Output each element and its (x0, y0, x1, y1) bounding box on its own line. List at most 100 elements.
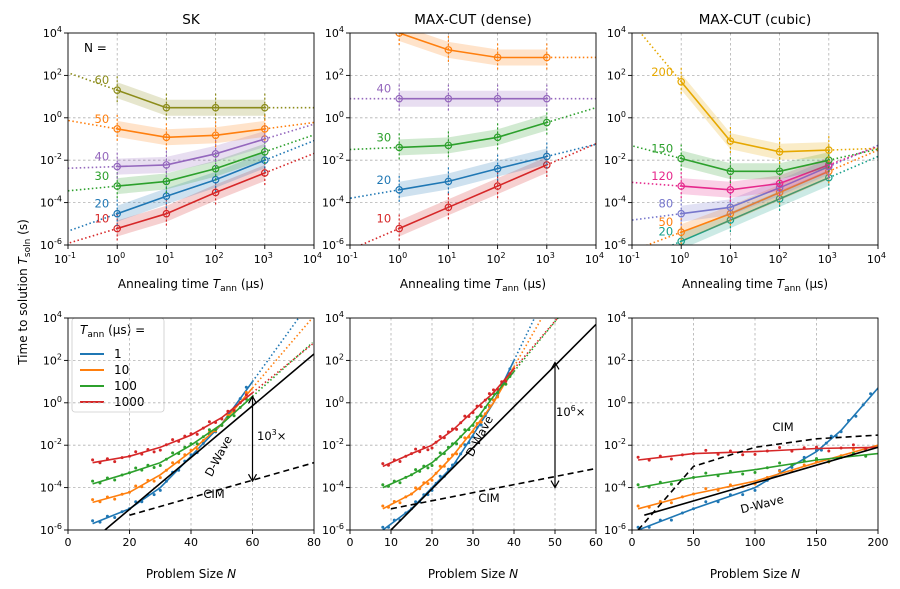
point-t-ann-1 (152, 493, 156, 497)
label-n-50: 50 (95, 112, 110, 126)
factor-arrowhead-bottom (247, 473, 258, 483)
point-t-ann-10 (183, 453, 187, 457)
y-tick-label: 10-6 (604, 522, 626, 537)
point-t-ann-100 (140, 468, 144, 472)
point-t-ann-1000 (658, 454, 662, 458)
point-t-ann-10 (134, 484, 138, 488)
line-d-wave (390, 323, 596, 530)
point-t-ann-10 (802, 463, 806, 467)
point-t-ann-100 (177, 452, 181, 456)
x-tick-label: 80 (307, 536, 321, 549)
point-t-ann-10 (463, 436, 467, 440)
point-t-ann-100 (455, 442, 459, 446)
line-n-200 (680, 81, 829, 153)
point-t-ann-100 (434, 457, 438, 461)
marker-n-60 (211, 103, 220, 112)
point-t-ann-100 (220, 423, 224, 427)
point-t-ann-10 (496, 395, 500, 399)
point-t-ann-10 (105, 495, 109, 499)
point-t-ann-10 (692, 492, 695, 496)
point-t-ann-1000 (207, 420, 211, 424)
point-t-ann-1 (829, 434, 833, 438)
x-tick-label: 103 (818, 251, 837, 266)
extrapolation-n-40 (68, 165, 118, 170)
n-legend-label: N = (84, 41, 107, 55)
y-tick-label: 100 (325, 395, 344, 410)
extrapolation-n-10 (264, 152, 314, 174)
marker-n-20 (677, 237, 685, 245)
extrapolation-n-50 (68, 119, 118, 130)
point-t-ann-100 (446, 445, 450, 449)
point-t-ann-1000 (669, 457, 673, 461)
cim-label-sk: CIM (203, 487, 224, 501)
y-axis-label-sub: soln (23, 239, 33, 257)
point-t-ann-1000 (189, 432, 193, 436)
point-t-ann-100 (475, 415, 479, 419)
marker-n-20 (493, 164, 502, 173)
marker-n-150 (726, 167, 735, 176)
point-t-ann-1000 (426, 448, 430, 452)
bottom-xlabel-dense: Problem Size N (428, 567, 518, 581)
line-n-150 (680, 157, 829, 173)
y-axis-label-main: Time to solution (16, 264, 30, 365)
extrapolation-n-120 (632, 181, 682, 187)
marker-n-200 (775, 147, 784, 156)
point-t-ann-100 (716, 474, 720, 478)
y-tick-label: 104 (607, 310, 626, 325)
point-t-ann-10 (430, 478, 434, 482)
point-t-ann-10 (479, 420, 483, 424)
point-t-ann-1000 (508, 372, 512, 376)
point-t-ann-1 (847, 419, 850, 422)
x-tick-label: 0 (629, 536, 636, 549)
point-t-ann-100 (201, 435, 205, 439)
series-group (381, 318, 596, 530)
y-tick-label: 102 (607, 67, 626, 82)
extrapolation-n-200 (639, 33, 682, 83)
marker-n-40 (395, 94, 404, 103)
point-t-ann-100 (146, 463, 150, 467)
point-t-ann-10 (113, 497, 117, 501)
point-t-ann-10 (728, 483, 732, 487)
marker-n-40 (113, 162, 122, 171)
x-tick-label: 60 (589, 536, 603, 549)
point-t-ann-10 (171, 461, 175, 465)
y-tick-label: 104 (325, 310, 344, 325)
point-t-ann-1000 (98, 461, 102, 465)
point-t-ann-100 (226, 415, 230, 419)
extrapolation-n-30 (68, 185, 118, 192)
point-t-ann-10 (91, 498, 95, 502)
point-t-ann-10 (146, 478, 150, 482)
point-t-ann-1000 (392, 458, 396, 462)
marker-n-40 (162, 161, 171, 169)
y-tick-label: 10-2 (322, 152, 344, 167)
point-t-ann-10 (475, 422, 479, 425)
marker-n-40 (444, 94, 453, 103)
x-tick-label: 150 (806, 536, 827, 549)
marker-n-40 (211, 150, 220, 158)
point-t-ann-100 (658, 480, 662, 484)
line-t-ann-1000 (638, 446, 878, 461)
x-tick-label: 100 (388, 251, 407, 266)
label-n-120: 120 (651, 169, 673, 183)
point-t-ann-100 (704, 471, 708, 475)
point-t-ann-1 (414, 500, 418, 504)
point-t-ann-1000 (177, 439, 181, 443)
point-t-ann-1 (716, 500, 720, 504)
point-t-ann-1 (824, 441, 828, 445)
point-t-ann-1000 (851, 443, 855, 447)
point-t-ann-10 (636, 504, 640, 508)
band-n-60 (117, 82, 265, 116)
point-t-ann-1 (463, 443, 467, 447)
point-t-ann-10 (201, 439, 205, 442)
x-tick-label: 10 (384, 536, 398, 549)
line-n-60 (116, 89, 265, 109)
extrapolation-n-20 (828, 155, 878, 179)
line-n-30 (399, 121, 548, 149)
point-t-ann-1 (113, 516, 117, 519)
point-t-ann-10 (467, 435, 471, 439)
point-t-ann-1000 (741, 453, 745, 457)
point-t-ann-1 (238, 397, 242, 401)
cim-label-dense: CIM (478, 491, 499, 505)
line-n-10 (398, 164, 548, 230)
